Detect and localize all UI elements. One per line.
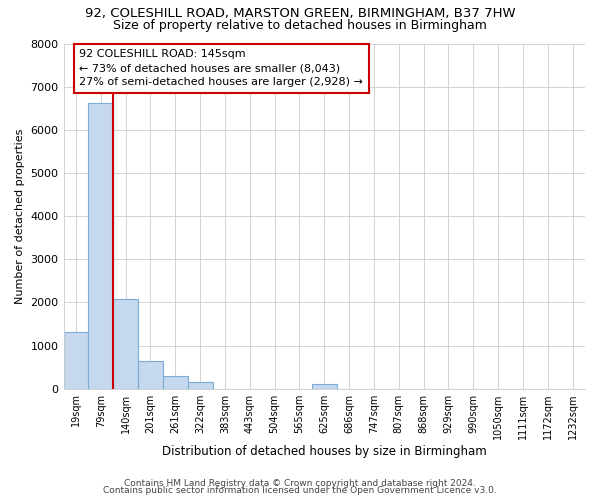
- Y-axis label: Number of detached properties: Number of detached properties: [15, 128, 25, 304]
- Bar: [64, 332, 88, 388]
- Bar: [163, 376, 188, 388]
- Text: 92 COLESHILL ROAD: 145sqm
← 73% of detached houses are smaller (8,043)
27% of se: 92 COLESHILL ROAD: 145sqm ← 73% of detac…: [79, 49, 363, 87]
- Bar: [312, 384, 337, 388]
- Text: Size of property relative to detached houses in Birmingham: Size of property relative to detached ho…: [113, 18, 487, 32]
- Text: Contains public sector information licensed under the Open Government Licence v3: Contains public sector information licen…: [103, 486, 497, 495]
- Text: Contains HM Land Registry data © Crown copyright and database right 2024.: Contains HM Land Registry data © Crown c…: [124, 478, 476, 488]
- Text: 92, COLESHILL ROAD, MARSTON GREEN, BIRMINGHAM, B37 7HW: 92, COLESHILL ROAD, MARSTON GREEN, BIRMI…: [85, 8, 515, 20]
- Bar: [188, 382, 212, 388]
- Bar: [88, 104, 113, 389]
- Bar: [138, 360, 163, 388]
- X-axis label: Distribution of detached houses by size in Birmingham: Distribution of detached houses by size …: [162, 444, 487, 458]
- Bar: [113, 299, 138, 388]
